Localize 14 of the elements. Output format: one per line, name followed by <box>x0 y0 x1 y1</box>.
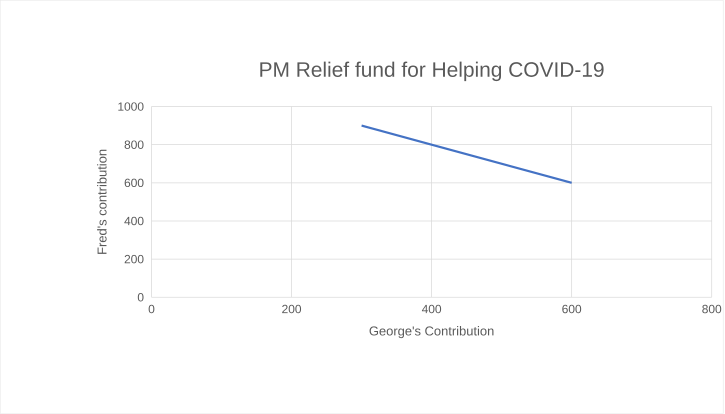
y-tick-label: 1000 <box>118 102 144 111</box>
x-tick-label: 400 <box>422 304 442 314</box>
y-tick-label: 400 <box>124 216 144 226</box>
x-tick-label: 200 <box>282 304 302 314</box>
y-tick-label: 0 <box>138 293 144 302</box>
x-tick-label: 800 <box>702 304 722 314</box>
x-tick-label: 0 <box>148 304 154 314</box>
y-axis-title: Fred's contribution <box>97 150 107 254</box>
y-tick-label: 200 <box>124 255 144 264</box>
x-axis-title: George's Contribution <box>370 326 494 338</box>
chart-title: PM Relief fund for Helping COVID-19 <box>260 62 604 82</box>
y-tick-label: 800 <box>124 140 144 149</box>
x-tick-label: 600 <box>562 304 582 314</box>
y-tick-label: 600 <box>124 178 144 188</box>
